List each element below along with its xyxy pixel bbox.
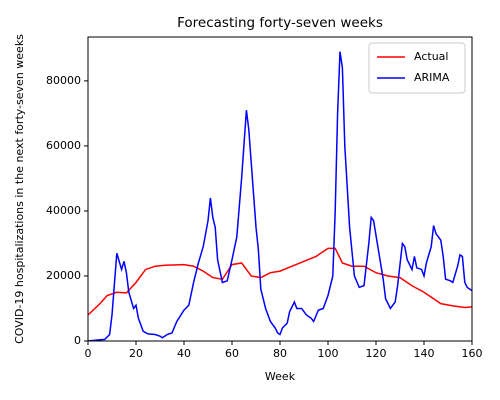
x-tick-label: 120 (366, 347, 387, 360)
y-tick-label: 20000 (46, 269, 81, 282)
y-tick-label: 60000 (46, 139, 81, 152)
y-tick-label: 80000 (46, 74, 81, 87)
chart-title: Forecasting forty-seven weeks (177, 15, 383, 31)
x-tick-label: 60 (225, 347, 239, 360)
x-tick-label: 40 (177, 347, 191, 360)
x-tick-label: 160 (462, 347, 483, 360)
y-tick-label: 0 (74, 334, 81, 347)
x-tick-label: 100 (318, 347, 339, 360)
x-tick-label: 80 (273, 347, 287, 360)
x-tick-label: 140 (414, 347, 435, 360)
legend-label: Actual (414, 50, 448, 63)
x-tick-label: 20 (129, 347, 143, 360)
legend-label: ARIMA (414, 71, 450, 84)
line-series (88, 51, 472, 341)
x-tick-label: 0 (85, 347, 92, 360)
plot-frame (87, 36, 473, 342)
x-axis-label: Week (265, 370, 296, 383)
y-tick-label: 40000 (46, 204, 81, 217)
y-axis-label: COVID-19 hospitalizations in the next fo… (13, 34, 26, 344)
legend-box (368, 42, 466, 94)
line-series (88, 247, 472, 316)
